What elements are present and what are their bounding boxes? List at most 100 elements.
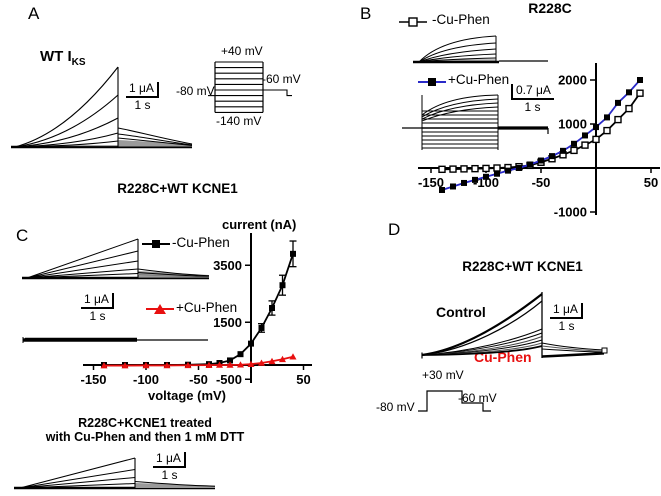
marker-filled-triangle [205, 361, 213, 368]
marker-filled-square [560, 147, 566, 154]
marker-filled-triangle [142, 361, 150, 369]
traces-b-plus-cuphen [402, 94, 549, 150]
caption-line-2: with Cu-Phen and then 1 mM DTT [45, 429, 245, 444]
legend-c-plus-marker [146, 304, 174, 314]
y-tick-label: 1000 [558, 117, 587, 132]
wt-iks-traces [11, 66, 193, 149]
marker-open-square [460, 165, 468, 173]
marker-filled-square [237, 351, 244, 358]
panel-c-caption: R228C+KCNE1 treated with Cu-Phen and the… [5, 416, 285, 445]
marker-open-square [614, 115, 622, 124]
scalebar-d: 1 μA 1 s [550, 303, 583, 332]
marker-filled-square [483, 173, 489, 180]
legend-b-plus-marker [418, 78, 446, 86]
marker-open-square [471, 164, 479, 173]
panel-d-title: R228C+WT KCNE1 [462, 259, 583, 274]
scalebar-d-current: 1 μA [550, 303, 583, 319]
legend-b-minus-marker [399, 17, 427, 27]
traces-d [421, 292, 608, 359]
x-tick-label: 50 [644, 175, 658, 190]
marker-filled-triangle [100, 362, 108, 369]
marker-filled-square [227, 357, 233, 364]
protocol-a-bottom-label: -140 mV [216, 114, 262, 128]
marker-filled-square [549, 153, 555, 160]
panel-c-title: R228C+WT KCNE1 [117, 181, 238, 196]
marker-filled-triangle [268, 357, 276, 365]
marker-filled-square [626, 89, 632, 96]
marker-filled-square [248, 340, 254, 347]
marker-filled-triangle [226, 361, 234, 368]
marker-open-square [592, 135, 600, 144]
protocol-d-left-label: -80 mV [376, 400, 415, 414]
marker-filled-square [472, 176, 478, 183]
marker-filled-square [527, 161, 533, 168]
y-tick-label: 2000 [558, 73, 587, 88]
traces-c-dtt [14, 457, 216, 490]
scalebar-a-current: 1 μA [126, 82, 159, 98]
scalebar-a: 1 μA 1 s [126, 82, 159, 111]
marker-filled-square [615, 99, 621, 106]
x-tick-label: -150 [80, 372, 106, 387]
marker-filled-triangle [184, 361, 192, 369]
marker-open-square [570, 146, 578, 155]
x-tick-label: -50 [532, 175, 551, 190]
marker-open-square [438, 165, 446, 174]
scalebar-a-time: 1 s [134, 97, 151, 112]
marker-filled-square [571, 140, 577, 147]
legend-c-plus-label: +Cu-Phen [176, 300, 238, 315]
marker-open-square [636, 89, 644, 97]
marker-open-square [625, 104, 633, 113]
x-tick-label: -150 [418, 175, 444, 190]
marker-filled-square [538, 157, 544, 164]
marker-filled-triangle [289, 353, 297, 360]
marker-filled-square [593, 124, 599, 131]
protocol-d-mid-label: -60 mV [458, 391, 497, 405]
marker-filled-triangle [121, 362, 129, 369]
panel-b-title: R228C [528, 0, 572, 16]
scalebar-c1-current: 1 μA [81, 293, 114, 309]
x-tick-label: 50 [296, 372, 310, 387]
protocol-d-top-label: +30 mV [422, 368, 464, 382]
panel-d-label: D [388, 220, 401, 239]
scalebar-c2-current: 1 μA [153, 452, 186, 468]
legend-b-minus-label: -Cu-Phen [432, 12, 490, 27]
scalebar-d-time: 1 s [558, 318, 575, 333]
marker-filled-triangle [237, 361, 244, 368]
wt-iks-text: WT I [40, 48, 72, 65]
scalebar-c2: 1 μA 1 s [153, 452, 186, 481]
marker-filled-square [461, 179, 467, 186]
panel-a-label: A [28, 4, 40, 23]
series-line--Cu-Phen [104, 253, 294, 366]
d-control-label: Control [436, 304, 486, 320]
marker-filled-square [450, 183, 456, 190]
marker-open-square [581, 141, 589, 149]
marker-filled-square [290, 250, 296, 257]
y-tick-label: 3500 [213, 258, 242, 273]
marker-filled-triangle [279, 355, 286, 363]
wt-iks-sub: KS [71, 57, 86, 68]
marker-filled-square [279, 282, 286, 289]
y-tick-label: 1500 [213, 315, 242, 330]
marker-filled-square [637, 77, 643, 83]
scalebar-c2-time: 1 s [161, 467, 178, 482]
legend-c-minus-label: -Cu-Phen [172, 235, 230, 250]
scalebar-b-time: 1 s [524, 99, 541, 114]
panel-c-label: C [16, 226, 29, 245]
scalebar-c1: 1 μA 1 s [81, 293, 114, 322]
wt-iks-label: WT IKS [40, 48, 86, 68]
marker-filled-triangle [247, 360, 255, 367]
marker-filled-square [582, 132, 588, 139]
marker-filled-square [494, 170, 500, 177]
marker-filled-triangle [258, 359, 265, 366]
x-tick-label: -100 [133, 372, 159, 387]
iv-plot-c: -150 -100 -50 50 3500 1500 -500 [80, 233, 312, 387]
y-tick-label: -1000 [554, 205, 587, 220]
protocol-a-right-label: -60 mV [262, 72, 301, 86]
marker-open-square [449, 165, 457, 173]
scalebar-b: 0.7 μA 1 s [511, 84, 554, 113]
marker-open-square [482, 164, 490, 173]
panel-b-label: B [360, 4, 372, 23]
marker-open-square [603, 126, 611, 135]
voltage-protocol-a [208, 61, 292, 113]
